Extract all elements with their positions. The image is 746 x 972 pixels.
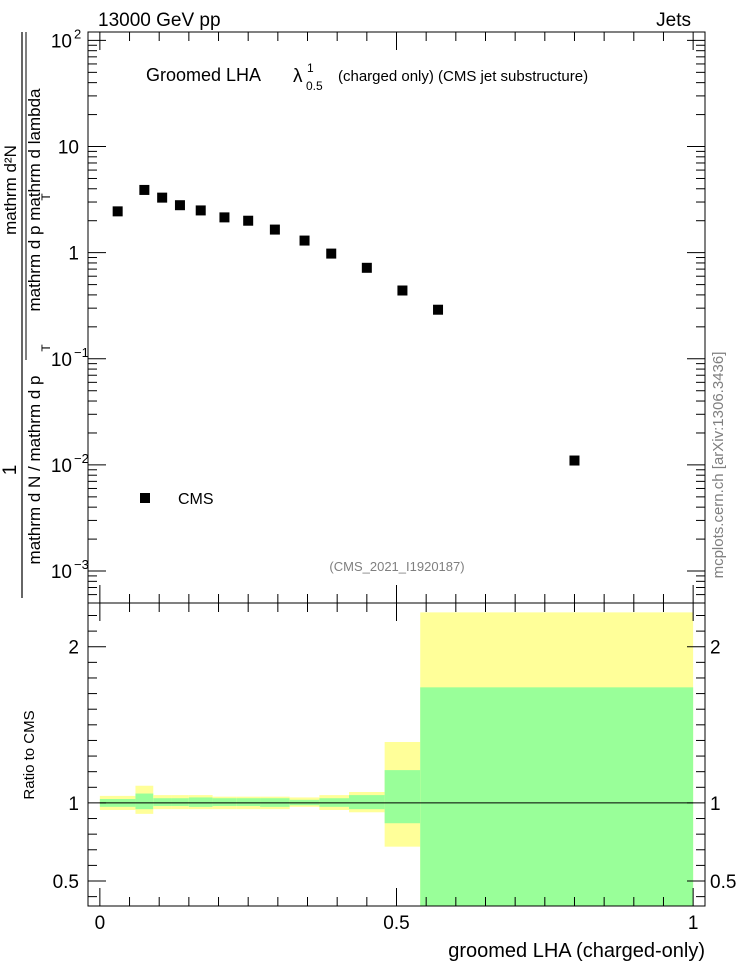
main-y-tick-label: 10 — [51, 31, 72, 52]
main-y-tick-label-exponent: 2 — [74, 26, 81, 41]
inner-uncertainty-band — [188, 797, 213, 807]
ratio-y-tick-label: 2 — [68, 638, 79, 659]
inner-uncertainty-band — [384, 770, 421, 824]
data-point — [112, 206, 123, 217]
data-point — [174, 200, 185, 211]
header-process: Jets — [656, 10, 691, 31]
y-label-denominator: mathrm d N / mathrm d p — [25, 376, 44, 565]
ratio-y-axis-label: Ratio to CMS — [21, 710, 38, 799]
side-label: mcplots.cern.ch [arXiv:1306.3436] — [710, 352, 727, 579]
ratio-ticks — [88, 603, 705, 906]
ratio-y-tick-label: 1 — [710, 794, 721, 815]
plot-subtitle: (charged only) (CMS jet substructure) — [338, 68, 588, 85]
main-y-tick-label: 1 — [68, 244, 79, 265]
data-point — [397, 285, 408, 296]
main-y-tick-label-exponent: −3 — [74, 557, 89, 572]
cms-data-points — [112, 184, 580, 466]
main-x-ticks — [99, 32, 694, 603]
ratio-panel: 210.5 210.5 0 0.5 1 Ratio to CMS groomed L… — [21, 602, 736, 962]
main-plot-frame — [87, 31, 706, 604]
plot-title: Groomed LHA — [146, 65, 261, 85]
y-label-denominator-top: mathrm d²N — [1, 145, 20, 235]
legend-marker-cms — [140, 493, 150, 503]
inner-uncertainty-band — [171, 798, 189, 807]
x-axis-label: groomed LHA (charged-only) — [448, 940, 705, 962]
data-point — [433, 304, 444, 315]
main-y-ticks — [88, 39, 705, 604]
data-point — [139, 184, 150, 195]
inner-uncertainty-band — [420, 687, 694, 906]
inner-uncertainty-band — [349, 795, 385, 810]
inner-uncertainty-band — [236, 798, 261, 807]
ratio-y-tick-label: 0.5 — [710, 872, 736, 893]
data-point — [219, 212, 230, 223]
ratio-y-tick-label: 2 — [710, 638, 721, 659]
main-y-axis-label: 1 mathrm d N / mathrm d p T mathrm d²N m… — [0, 32, 53, 598]
y-label-denominator-mid: mathrm d p mathrm d lambda — [25, 88, 44, 312]
inner-uncertainty-band — [153, 798, 172, 807]
data-point — [361, 262, 372, 273]
main-y-tick-label: 10 — [51, 562, 72, 583]
data-point — [569, 455, 580, 466]
x-tick-label: 0 — [95, 913, 106, 934]
header-energy: 13000 GeV pp — [98, 10, 221, 31]
plot-title-symbol: λ — [293, 66, 303, 87]
ratio-y-tick-label: 0.5 — [53, 872, 79, 893]
y-label-denominator-sub: T — [39, 344, 53, 352]
data-point — [195, 205, 206, 216]
ratio-y-tick-labels-right: 210.5 — [710, 638, 736, 893]
x-tick-label: 0.5 — [383, 913, 409, 934]
legend-label-cms: CMS — [178, 491, 214, 508]
x-tick-label: 1 — [688, 913, 699, 934]
plot-title-text: Groomed LHA — [146, 65, 261, 85]
y-label-denominator-mid-sub: T — [39, 193, 53, 201]
data-point — [299, 235, 310, 246]
main-y-tick-label-exponent: −2 — [74, 451, 89, 466]
data-point — [243, 215, 254, 226]
main-y-tick-label-exponent: −1 — [74, 345, 89, 360]
ratio-uncertainty-bands — [99, 612, 694, 906]
plot-title-sub: 0.5 — [306, 79, 323, 93]
analysis-id: (CMS_2021_I1920187) — [329, 559, 464, 574]
plot-title-sup: 1 — [307, 61, 314, 75]
data-point — [157, 192, 168, 203]
ratio-y-tick-labels-left: 210.5 — [53, 638, 79, 893]
x-tick-labels: 0 0.5 1 — [95, 913, 699, 934]
main-y-tick-label: 10 — [51, 350, 72, 371]
data-point — [326, 248, 337, 259]
inner-uncertainty-band — [135, 793, 154, 810]
main-y-tick-label: 10 — [58, 138, 79, 159]
ratio-y-tick-label: 1 — [68, 794, 79, 815]
main-y-tick-label: 10 — [51, 456, 72, 477]
y-label-numerator: 1 — [0, 465, 21, 476]
inner-uncertainty-band — [212, 798, 237, 807]
data-point — [269, 224, 280, 235]
